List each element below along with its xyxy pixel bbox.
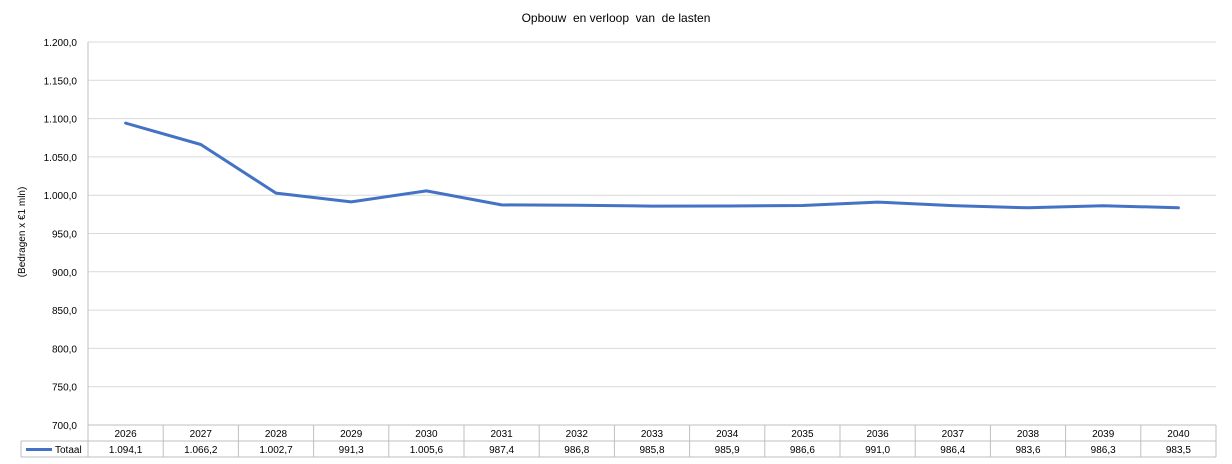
y-axis-label: (Bedragen x €1 mln) bbox=[17, 187, 28, 278]
data-label: 991,0 bbox=[865, 445, 890, 456]
x-tick-label: 2037 bbox=[942, 429, 965, 440]
y-tick-label: 900,0 bbox=[52, 268, 77, 279]
x-tick-label: 2034 bbox=[716, 429, 739, 440]
data-table: 2026 1.094,1 2027 1.066,2 2028 1.002,7 2029 991… bbox=[20, 42, 1217, 458]
x-tick-label: 2033 bbox=[641, 429, 664, 440]
y-tick-label: 1.200,0 bbox=[44, 38, 78, 49]
y-tick-label: 750,0 bbox=[52, 383, 77, 394]
data-label: 986,8 bbox=[564, 445, 589, 456]
y-tick-label: 950,0 bbox=[52, 230, 77, 241]
y-tick-labels: 700,0 750,0 800,0 850,0 900,0 950,0 1.000,0 1.0… bbox=[44, 38, 78, 432]
y-tick-label: 1.050,0 bbox=[44, 153, 78, 164]
x-tick-label: 2030 bbox=[415, 429, 438, 440]
gridlines bbox=[88, 41, 1216, 388]
x-tick-label: 2029 bbox=[340, 429, 363, 440]
y-tick-label: 1.000,0 bbox=[44, 191, 78, 202]
data-label: 1.066,2 bbox=[184, 445, 218, 456]
chart-title: Opbouw en verloop van de lasten bbox=[522, 11, 711, 25]
x-tick-label: 2035 bbox=[791, 429, 814, 440]
x-tick-label: 2038 bbox=[1017, 429, 1040, 440]
data-label: 985,8 bbox=[639, 445, 664, 456]
y-tick-label: 1.100,0 bbox=[44, 115, 78, 126]
y-tick-label: 850,0 bbox=[52, 306, 77, 317]
x-tick-label: 2026 bbox=[114, 429, 137, 440]
data-label: 983,6 bbox=[1015, 445, 1040, 456]
data-label: 985,9 bbox=[715, 445, 740, 456]
data-label: 1.094,1 bbox=[109, 445, 143, 456]
x-tick-label: 2032 bbox=[566, 429, 589, 440]
x-tick-label: 2039 bbox=[1092, 429, 1115, 440]
data-label: 991,3 bbox=[339, 445, 364, 456]
data-label: 987,4 bbox=[489, 445, 514, 456]
series-lines bbox=[124, 121, 1180, 210]
series-line-totaal bbox=[124, 121, 1180, 210]
x-tick-label: 2028 bbox=[265, 429, 288, 440]
data-label: 1.002,7 bbox=[259, 445, 293, 456]
data-label: 986,3 bbox=[1091, 445, 1116, 456]
data-label: 986,4 bbox=[940, 445, 965, 456]
x-tick-label: 2031 bbox=[490, 429, 513, 440]
data-label: 983,5 bbox=[1166, 445, 1191, 456]
data-label: 986,6 bbox=[790, 445, 815, 456]
x-tick-label: 2027 bbox=[190, 429, 213, 440]
legend-label-totaal: Totaal bbox=[55, 445, 82, 456]
x-tick-label: 2036 bbox=[866, 429, 889, 440]
y-tick-label: 700,0 bbox=[52, 421, 77, 432]
y-tick-label: 800,0 bbox=[52, 344, 77, 355]
x-tick-label: 2040 bbox=[1167, 429, 1190, 440]
y-tick-label: 1.150,0 bbox=[44, 76, 78, 87]
data-label: 1.005,6 bbox=[410, 445, 444, 456]
